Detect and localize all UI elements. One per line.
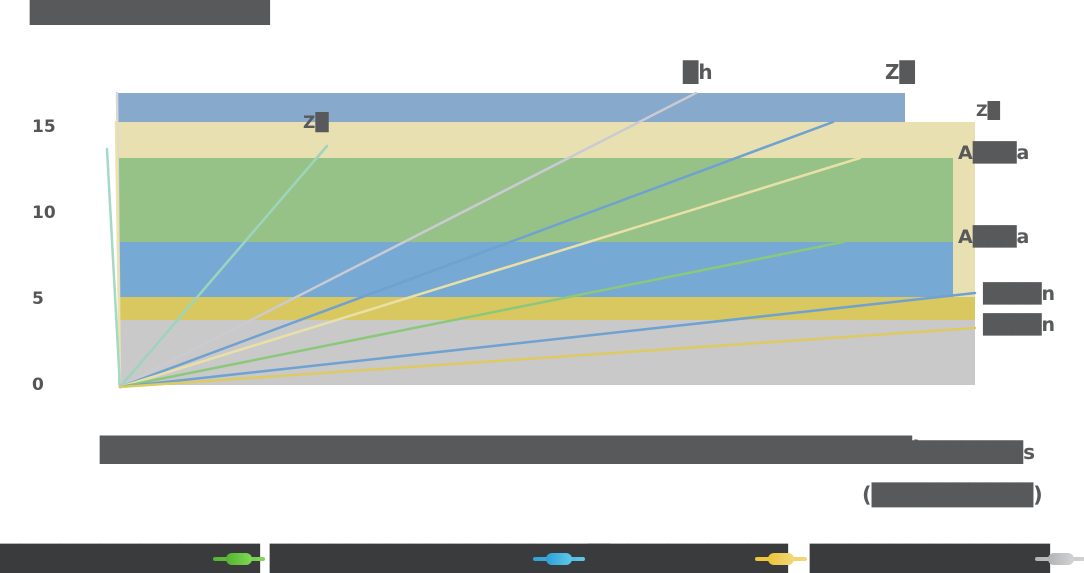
legend-line-marker-icon[interactable] — [755, 551, 807, 567]
y-tick-label: 0 — [32, 375, 44, 395]
line-blue-steep — [118, 120, 835, 389]
legend-marker-pill — [1048, 553, 1074, 565]
line-teal — [118, 144, 329, 389]
y-tick-label: 15 — [32, 117, 56, 137]
legend-line-marker-icon[interactable] — [213, 551, 265, 567]
legend-line-marker-icon[interactable] — [533, 551, 585, 567]
band-green — [118, 158, 953, 242]
band-cream-strip — [953, 158, 975, 297]
legend-line-marker-icon[interactable] — [1035, 551, 1084, 567]
line-green — [118, 240, 845, 389]
legend-marker-pill — [768, 553, 794, 565]
line-end-label: Z█ — [976, 101, 1000, 120]
line-end-label: ████n — [983, 283, 1055, 305]
chart-title: █████████████ — [30, 0, 270, 25]
line-end-label: Z█ — [885, 60, 915, 84]
y-tick-label: 10 — [32, 203, 56, 223]
band-yellow — [118, 297, 975, 320]
x-axis-annotation-line1: 1███████████s — [840, 440, 1036, 464]
line-end-label: ████n — [983, 314, 1055, 336]
legend-marker-pill — [546, 553, 572, 565]
x-axis-label: ████████████████████████████████████████… — [100, 436, 924, 464]
line-yellow — [118, 326, 977, 389]
legend-item-label[interactable]: ██████████ — [588, 545, 788, 573]
line-lightgray — [118, 91, 698, 389]
legend-marker-pill — [226, 553, 252, 565]
line-end-label: A███a — [958, 226, 1030, 248]
y-tick-label: 5 — [32, 289, 44, 309]
band-blue-mid — [118, 242, 953, 297]
legend-item-label[interactable]: ████████████ — [810, 545, 1050, 573]
x-axis-annotation-line2: (██████████) — [862, 483, 1043, 507]
line-cream-vertical — [114, 120, 122, 389]
line-end-label: A███a — [958, 142, 1030, 164]
line-end-label: Z█ — [303, 113, 329, 133]
band-cream — [118, 122, 975, 158]
line-blue-shallow — [118, 291, 977, 389]
band-gray — [118, 320, 975, 385]
line-end-label: █h — [683, 60, 713, 84]
band-blue-top — [118, 93, 905, 122]
line-teal-vertical — [105, 147, 122, 389]
line-cream-diagonal — [118, 156, 862, 389]
